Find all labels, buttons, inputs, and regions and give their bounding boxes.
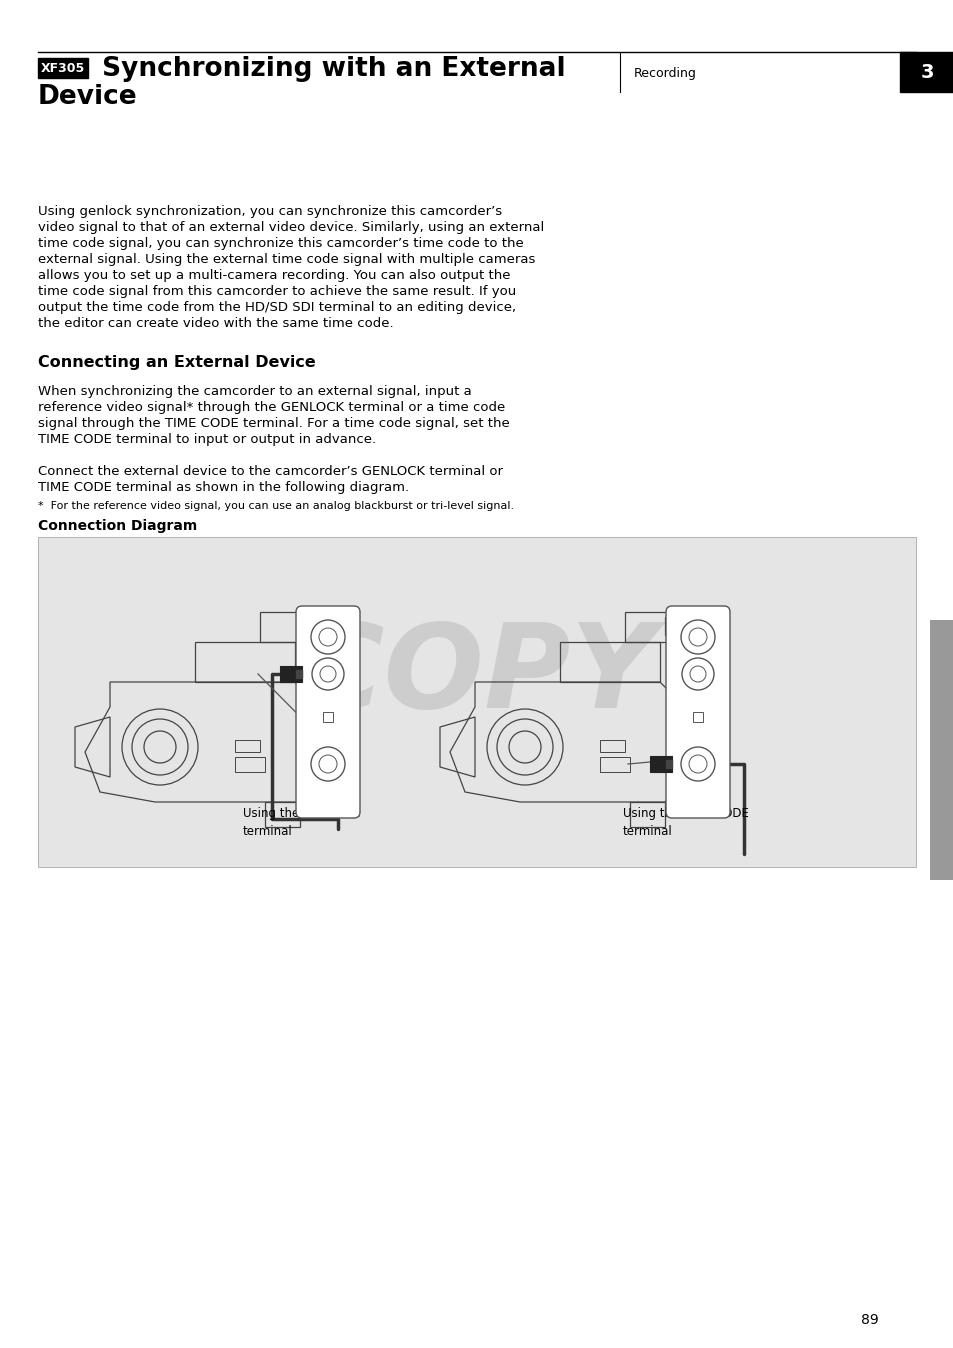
FancyBboxPatch shape bbox=[295, 607, 359, 818]
Text: 89: 89 bbox=[861, 1313, 878, 1326]
Text: Connecting an External Device: Connecting an External Device bbox=[38, 355, 315, 369]
Text: allows you to set up a multi-camera recording. You can also output the: allows you to set up a multi-camera reco… bbox=[38, 270, 510, 282]
FancyBboxPatch shape bbox=[665, 607, 729, 818]
Bar bbox=[280, 666, 302, 682]
Bar bbox=[665, 760, 671, 768]
Text: signal through the TIME CODE terminal. For a time code signal, set the: signal through the TIME CODE terminal. F… bbox=[38, 417, 509, 430]
Bar bbox=[299, 617, 314, 635]
Text: Connect the external device to the camcorder’s GENLOCK terminal or: Connect the external device to the camco… bbox=[38, 465, 502, 479]
Text: Synchronizing with an External: Synchronizing with an External bbox=[92, 57, 565, 82]
Bar bbox=[599, 758, 629, 772]
Bar bbox=[295, 670, 302, 678]
Text: Using the GENLOCK
terminal: Using the GENLOCK terminal bbox=[243, 807, 359, 838]
Text: COPY: COPY bbox=[297, 619, 656, 733]
Text: output the time code from the HD/SD SDI terminal to an editing device,: output the time code from the HD/SD SDI … bbox=[38, 301, 516, 314]
Text: TIME CODE terminal to input or output in advance.: TIME CODE terminal to input or output in… bbox=[38, 433, 375, 446]
Text: Using the TIME CODE
terminal: Using the TIME CODE terminal bbox=[622, 807, 748, 838]
Text: video signal to that of an external video device. Similarly, using an external: video signal to that of an external vide… bbox=[38, 221, 543, 235]
Bar bbox=[38, 537, 915, 867]
Bar bbox=[664, 617, 679, 635]
Text: Connection Diagram: Connection Diagram bbox=[38, 519, 197, 532]
Bar bbox=[234, 740, 260, 752]
Text: the editor can create video with the same time code.: the editor can create video with the sam… bbox=[38, 317, 394, 330]
Text: time code signal from this camcorder to achieve the same result. If you: time code signal from this camcorder to … bbox=[38, 284, 516, 298]
Text: reference video signal* through the GENLOCK terminal or a time code: reference video signal* through the GENL… bbox=[38, 400, 505, 414]
Bar bbox=[599, 740, 624, 752]
Bar bbox=[929, 620, 953, 880]
Text: When synchronizing the camcorder to an external signal, input a: When synchronizing the camcorder to an e… bbox=[38, 386, 471, 398]
Bar bbox=[692, 712, 702, 723]
Text: Device: Device bbox=[38, 84, 137, 111]
Text: *  For the reference video signal, you can use an analog blackburst or tri-level: * For the reference video signal, you ca… bbox=[38, 501, 514, 511]
Bar bbox=[899, 53, 953, 92]
Text: external signal. Using the external time code signal with multiple cameras: external signal. Using the external time… bbox=[38, 253, 535, 266]
Bar bbox=[234, 758, 265, 772]
Bar bbox=[38, 58, 88, 78]
Bar bbox=[323, 712, 333, 723]
Text: Recording: Recording bbox=[634, 67, 696, 81]
Text: time code signal, you can synchronize this camcorder’s time code to the: time code signal, you can synchronize th… bbox=[38, 237, 523, 249]
Text: 3: 3 bbox=[920, 62, 933, 81]
Text: Using genlock synchronization, you can synchronize this camcorder’s: Using genlock synchronization, you can s… bbox=[38, 205, 501, 218]
Text: XF305: XF305 bbox=[41, 62, 85, 74]
Bar bbox=[649, 756, 671, 772]
Text: TIME CODE terminal as shown in the following diagram.: TIME CODE terminal as shown in the follo… bbox=[38, 481, 409, 493]
